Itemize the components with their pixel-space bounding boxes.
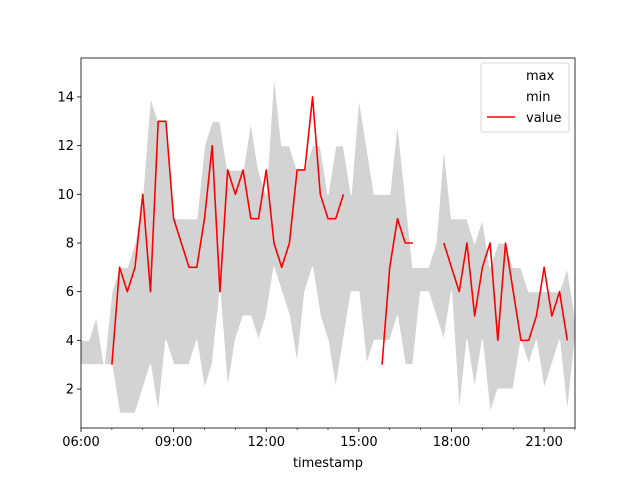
y-axis: 2 4 6 8 10 12 14 [57, 90, 81, 398]
y-tick-label: 2 [66, 383, 74, 398]
x-tick-label: 06:00 [62, 435, 99, 450]
y-tick-label: 4 [66, 334, 74, 349]
x-axis: 06:00 09:00 12:00 15:00 18:00 21:00 [62, 428, 576, 450]
y-tick-label: 12 [57, 139, 74, 154]
x-axis-label: timestamp [293, 456, 363, 471]
x-tick-label: 18:00 [433, 435, 470, 450]
x-tick-label: 21:00 [525, 435, 562, 450]
x-tick-label: 12:00 [248, 435, 285, 450]
x-tick-label: 15:00 [340, 435, 377, 450]
y-tick-label: 14 [57, 90, 74, 105]
legend-label-min: min [526, 90, 551, 105]
x-tick-label: 09:00 [155, 435, 192, 450]
y-tick-label: 10 [57, 188, 74, 203]
y-tick-label: 6 [66, 285, 74, 300]
series-line-min [81, 266, 576, 414]
series-line-value-segment-3 [443, 242, 569, 342]
y-tick-label: 8 [66, 237, 74, 252]
series-line-value-segment-2 [381, 217, 413, 365]
series-line-value-segment-1 [111, 96, 345, 365]
legend-label-max: max [526, 69, 555, 84]
legend-label-value: value [526, 111, 562, 126]
legend: max min value [480, 62, 570, 133]
legend-box [480, 62, 570, 133]
